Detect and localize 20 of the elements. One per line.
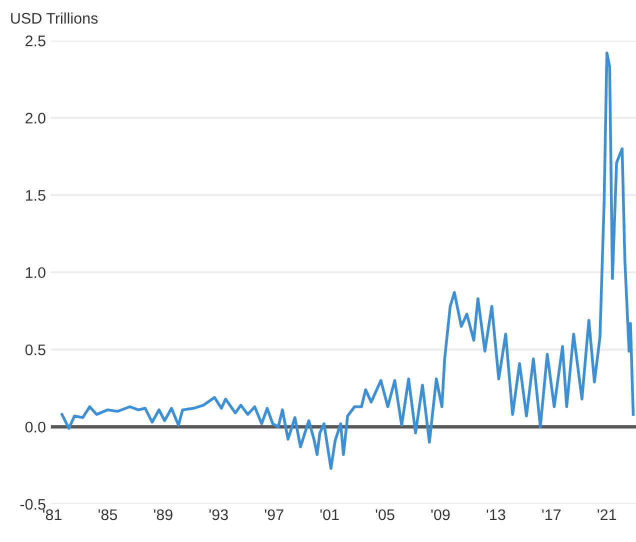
y-tick-label: 2.5 — [26, 36, 46, 46]
x-tick-label: '21 — [598, 509, 616, 520]
y-tick-label: 0.5 — [25, 344, 46, 356]
x-tick-label: '93 — [209, 509, 228, 520]
y-tick-label: -0.5 — [20, 498, 46, 510]
y-tick-label: 0.0 — [25, 422, 46, 433]
x-tick-label: '17 — [542, 509, 561, 520]
y-tick-label: 1.5 — [26, 190, 46, 201]
y-tick-label: 1.0 — [26, 267, 46, 278]
y-tick-label: 2.0 — [26, 112, 46, 124]
x-tick-label: '09 — [431, 509, 450, 520]
x-tick-label: '13 — [486, 509, 506, 520]
x-tick-label: '89 — [154, 509, 172, 520]
line-series — [60, 52, 635, 470]
x-tick-label: '01 — [320, 509, 339, 520]
x-tick-label: '85 — [98, 509, 118, 520]
y-axis-title: USD Trillions — [11, 12, 98, 24]
x-tick-label: '97 — [264, 509, 284, 520]
x-tick-label: '05 — [376, 509, 394, 520]
x-tick-label: '81 — [43, 509, 62, 520]
